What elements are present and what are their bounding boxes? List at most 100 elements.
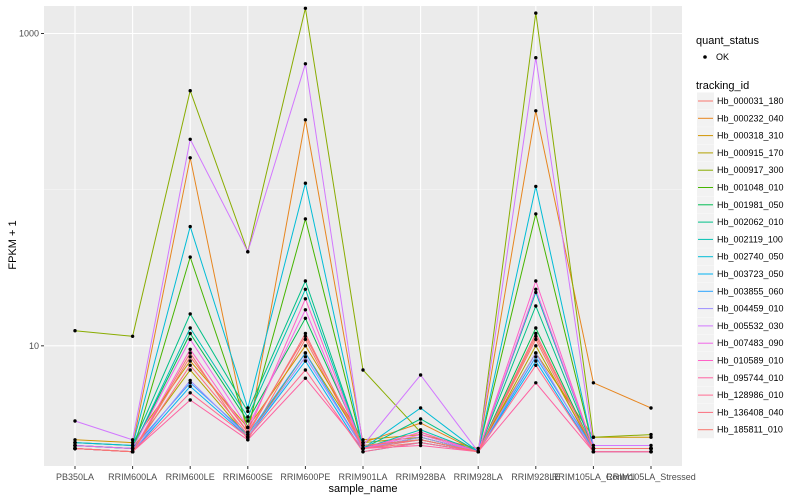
- grid-lines: [44, 6, 682, 466]
- data-point: [130, 440, 135, 445]
- data-point: [649, 446, 653, 451]
- data-point: [188, 384, 192, 389]
- data-point: [418, 428, 423, 432]
- data-point: [303, 368, 308, 372]
- data-point: [246, 406, 250, 410]
- data-point: [188, 347, 192, 351]
- data-point: [303, 316, 308, 320]
- data-point: [130, 334, 135, 338]
- data-point: [73, 329, 77, 333]
- data-point: [188, 355, 192, 359]
- data-point: [591, 381, 596, 385]
- legend-label: Hb_003723_050: [717, 269, 784, 279]
- data-point: [534, 381, 538, 385]
- data-point: [303, 217, 308, 221]
- data-point: [303, 331, 308, 336]
- data-point: [303, 355, 308, 359]
- data-point: [534, 287, 538, 291]
- data-point: [418, 406, 423, 410]
- data-point: [476, 446, 480, 451]
- legend-label: Hb_007483_090: [717, 338, 784, 348]
- data-point: [246, 409, 250, 414]
- legend-label: Hb_010589_010: [717, 356, 784, 366]
- data-point: [303, 118, 308, 122]
- legend-label: Hb_185811_010: [717, 425, 783, 435]
- data-point: [534, 359, 538, 363]
- data-point: [534, 363, 538, 367]
- legend-label-quant-status: OK: [716, 52, 729, 62]
- legend: quant_status tracking_id OK Hb_000031_180…: [696, 35, 784, 439]
- data-point: [649, 432, 653, 437]
- data-point: [534, 337, 538, 342]
- data-point: [188, 363, 192, 367]
- data-point: [476, 450, 480, 454]
- data-point: [418, 430, 423, 434]
- data-point: [246, 419, 250, 423]
- legend-label: Hb_005532_030: [717, 321, 784, 331]
- x-axis-title: sample_name: [328, 483, 397, 495]
- legend-label: Hb_002119_100: [717, 234, 783, 244]
- data-point: [649, 406, 653, 410]
- data-point: [361, 368, 365, 372]
- data-point: [188, 398, 192, 402]
- data-point: [649, 450, 653, 454]
- data-point: [534, 331, 538, 336]
- data-point: [361, 446, 365, 451]
- data-point: [246, 435, 250, 439]
- y-tick-label: 1000: [19, 28, 39, 38]
- legend-label: Hb_000031_180: [717, 96, 784, 106]
- data-point: [188, 337, 192, 342]
- data-point: [534, 334, 538, 338]
- data-point: [361, 438, 365, 442]
- data-point: [73, 419, 77, 423]
- data-point: [188, 312, 192, 316]
- data-point: [534, 184, 538, 189]
- data-point: [303, 62, 308, 66]
- x-tick-label: RRIM600SE: [223, 472, 273, 482]
- x-tick-label: RRIM600PE: [280, 472, 330, 482]
- x-tick-label: RRIM928BA: [396, 472, 446, 482]
- data-point: [649, 443, 653, 448]
- data-point: [418, 432, 423, 437]
- data-point: [246, 430, 250, 434]
- data-point: [418, 421, 423, 425]
- data-point: [418, 417, 423, 421]
- data-point: [130, 450, 135, 454]
- data-point: [303, 297, 308, 301]
- data-point: [188, 331, 192, 336]
- data-point: [188, 137, 192, 141]
- data-point: [591, 450, 596, 454]
- data-point: [534, 304, 538, 308]
- legend-label: Hb_136408_040: [717, 407, 784, 417]
- legend-label: Hb_003855_060: [717, 286, 784, 296]
- data-point: [361, 443, 365, 448]
- legend-label: Hb_095744_010: [717, 373, 784, 383]
- data-point: [246, 415, 250, 419]
- x-tick-label: RRIM928LA: [454, 472, 503, 482]
- data-point: [188, 89, 192, 93]
- data-point: [188, 378, 192, 383]
- data-point: [130, 446, 135, 451]
- data-point: [649, 435, 653, 439]
- data-point: [534, 344, 538, 348]
- x-tick-label: RRIM600LE: [166, 472, 215, 482]
- data-point: [591, 443, 596, 448]
- data-points: [73, 6, 653, 454]
- data-point: [591, 446, 596, 451]
- data-point: [534, 326, 538, 330]
- data-point: [418, 440, 423, 445]
- legend-label: Hb_128986_010: [717, 390, 784, 400]
- data-point: [246, 425, 250, 430]
- data-point: [188, 351, 192, 355]
- data-point: [534, 109, 538, 113]
- data-point: [246, 250, 250, 254]
- data-point: [534, 279, 538, 283]
- data-point: [418, 435, 423, 439]
- legend-label: Hb_002740_050: [717, 252, 784, 262]
- data-point: [73, 443, 77, 448]
- data-point: [361, 440, 365, 445]
- data-point: [534, 351, 538, 355]
- data-point: [73, 440, 77, 445]
- data-point: [130, 438, 135, 442]
